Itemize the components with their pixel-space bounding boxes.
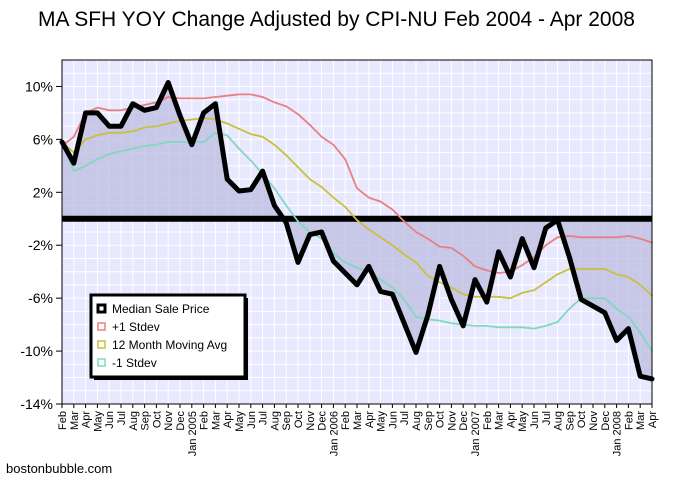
x-tick-label: Nov — [446, 411, 458, 431]
x-tick-label: Feb — [340, 411, 352, 430]
x-tick-label: Sep — [281, 411, 293, 431]
x-tick-label: Feb — [482, 411, 494, 430]
y-tick-label: -14% — [20, 396, 53, 412]
x-tick-label: Jul — [258, 411, 270, 425]
legend-label: -1 Stdev — [112, 356, 157, 370]
legend-swatch — [96, 303, 107, 314]
x-tick-label: Aug — [553, 411, 565, 431]
y-tick-label: -10% — [20, 343, 53, 359]
x-tick-label: Jul — [116, 411, 128, 425]
x-tick-label: Jan 2005 — [187, 411, 199, 456]
x-tick-label: Aug — [411, 411, 423, 431]
x-tick-label: Feb — [57, 411, 69, 430]
x-tick-label: Jun — [246, 411, 258, 429]
legend-label: Median Sale Price — [112, 302, 210, 316]
y-tick-label: 10% — [25, 78, 53, 94]
y-tick-label: -6% — [28, 290, 53, 306]
x-tick-label: Nov — [588, 411, 600, 431]
x-tick-label: Oct — [435, 411, 447, 428]
x-tick-label: Nov — [163, 411, 175, 431]
x-tick-label: Feb — [623, 411, 635, 430]
series-line-12-month-moving-avg — [61, 117, 653, 300]
x-tick-label: Dec — [600, 411, 612, 431]
legend-label: +1 Stdev — [112, 320, 160, 334]
x-tick-label: Jul — [541, 411, 553, 425]
x-tick-label: Mar — [352, 411, 364, 430]
x-tick-label: Mar — [210, 411, 222, 430]
x-tick-label: Apr — [222, 411, 234, 428]
x-tick-label: May — [376, 411, 388, 432]
x-tick-label: Dec — [317, 411, 329, 431]
x-tick-label: Oct — [293, 411, 305, 428]
legend-box — [89, 293, 247, 379]
legend-swatch — [97, 358, 106, 367]
x-tick-label: May — [517, 411, 529, 432]
x-tick-label: May — [92, 411, 104, 432]
x-tick-label: Apr — [505, 411, 517, 428]
x-tick-label: Dec — [458, 411, 470, 431]
x-tick-label: Apr — [647, 411, 659, 428]
x-tick-label: Aug — [269, 411, 281, 431]
x-tick-label: Jan 2007 — [470, 411, 482, 456]
x-tick-label: Mar — [69, 411, 81, 430]
series-line--1-stdev — [61, 131, 653, 353]
x-tick-label: Jun — [387, 411, 399, 429]
x-tick-label: May — [234, 411, 246, 432]
x-tick-label: Jan 2008 — [612, 411, 624, 456]
y-tick-label: 2% — [33, 184, 53, 200]
legend-swatch — [97, 340, 106, 349]
x-tick-label: Dec — [175, 411, 187, 431]
x-tick-label: Jan 2006 — [328, 411, 340, 456]
x-tick-label: Feb — [199, 411, 211, 430]
x-tick-label: Jul — [399, 411, 411, 425]
x-tick-label: Nov — [305, 411, 317, 431]
chart-legend: Median Sale Price +1 Stdev 12 Month Moving… — [89, 293, 248, 380]
series-line-median-sale-price — [59, 80, 655, 382]
legend-swatch — [97, 322, 106, 331]
y-tick-label: -2% — [28, 237, 53, 253]
x-tick-label: Jun — [104, 411, 116, 429]
x-tick-label: Jun — [529, 411, 541, 429]
x-tick-label: Apr — [364, 411, 376, 428]
chart-title: MA SFH YOY Change Adjusted by CPI-NU Feb… — [38, 8, 635, 31]
footer-credit: bostonbubble.com — [6, 461, 113, 476]
x-tick-label: Aug — [128, 411, 140, 431]
x-tick-label: Mar — [494, 411, 506, 430]
x-tick-label: Sep — [140, 411, 152, 431]
x-tick-label: Oct — [576, 411, 588, 428]
x-tick-label: Sep — [564, 411, 576, 431]
x-tick-label: Oct — [151, 411, 163, 428]
median-area-fill — [62, 82, 652, 379]
y-tick-label: 6% — [33, 131, 53, 147]
x-tick-label: Mar — [635, 411, 647, 430]
x-tick-label: Apr — [81, 411, 93, 428]
x-tick-label: Sep — [423, 411, 435, 431]
legend-label: 12 Month Moving Avg — [112, 338, 227, 352]
